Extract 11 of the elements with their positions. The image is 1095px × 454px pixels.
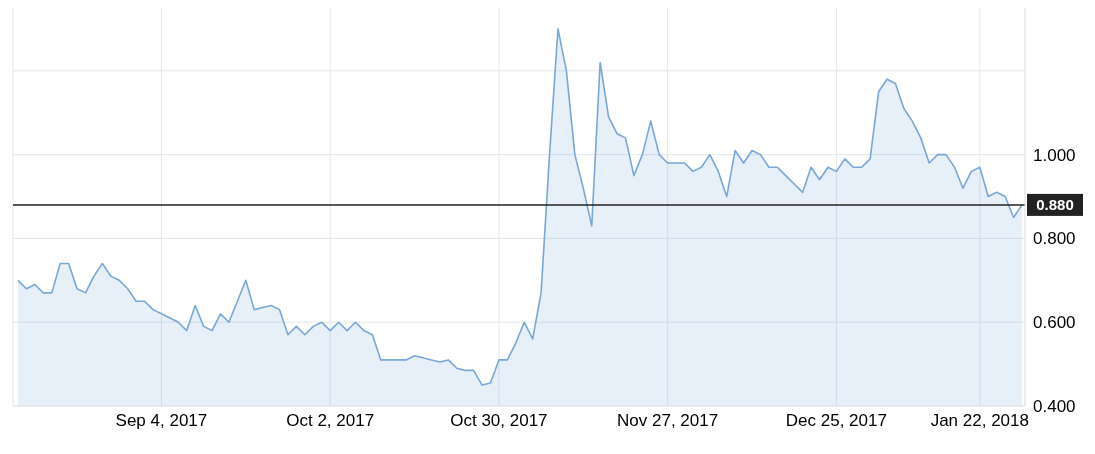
- ref-line-label: 0.880: [1036, 195, 1074, 213]
- y-tick-label: 1.000: [1033, 145, 1076, 165]
- y-tick-label: 0.400: [1033, 397, 1076, 417]
- x-tick-label: Jan 22, 2018: [930, 411, 1029, 431]
- x-tick-label: Oct 30, 2017: [450, 411, 548, 431]
- y-tick-label: 0.600: [1033, 313, 1076, 333]
- x-tick-label: Oct 2, 2017: [286, 411, 375, 431]
- y-tick-label: 0.800: [1033, 229, 1076, 249]
- x-tick-label: Sep 4, 2017: [115, 411, 208, 431]
- x-tick-label: Nov 27, 2017: [617, 411, 719, 431]
- x-tick-label: Dec 25, 2017: [785, 411, 887, 431]
